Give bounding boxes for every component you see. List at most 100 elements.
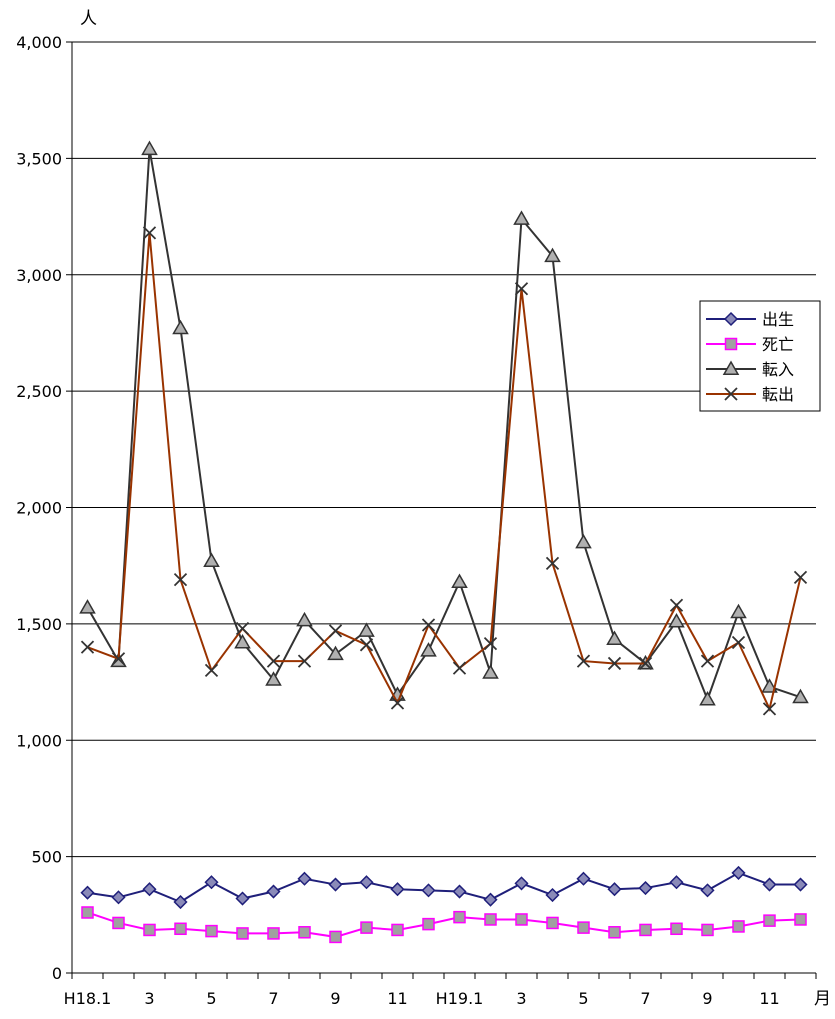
legend-marker bbox=[724, 337, 738, 351]
data-point bbox=[793, 877, 808, 892]
data-point bbox=[79, 599, 96, 614]
x-tick-label: 9 bbox=[702, 989, 712, 1008]
legend-label: 死亡 bbox=[762, 335, 794, 354]
data-point bbox=[607, 882, 622, 897]
data-point bbox=[203, 552, 220, 568]
data-point bbox=[453, 910, 466, 924]
data-point bbox=[452, 661, 467, 675]
data-point bbox=[298, 926, 311, 939]
x-tick-label: 11 bbox=[387, 989, 407, 1008]
legend-entry: 死亡 bbox=[706, 335, 794, 354]
data-point bbox=[81, 906, 94, 919]
data-point bbox=[482, 664, 499, 679]
data-point bbox=[515, 913, 528, 926]
series-line bbox=[87, 232, 802, 712]
y-tick-label: 3,500 bbox=[16, 149, 62, 168]
x-tick-label: 5 bbox=[206, 989, 216, 1008]
data-point bbox=[730, 603, 747, 619]
data-point bbox=[763, 914, 776, 927]
data-point bbox=[483, 637, 498, 651]
y-tick-label: 2,000 bbox=[16, 499, 62, 518]
data-point bbox=[668, 613, 685, 628]
x-tick-label: 7 bbox=[268, 989, 278, 1008]
x-tick-label: 9 bbox=[330, 989, 340, 1008]
legend-label: 転入 bbox=[762, 360, 794, 379]
data-point bbox=[80, 640, 95, 654]
y-tick-label: 4,000 bbox=[16, 33, 62, 52]
data-point bbox=[545, 887, 560, 903]
data-point bbox=[700, 883, 715, 898]
data-point bbox=[328, 877, 343, 892]
series-3 bbox=[80, 226, 808, 716]
data-point bbox=[111, 652, 126, 666]
series-line bbox=[87, 871, 801, 904]
data-point bbox=[422, 917, 435, 931]
data-point bbox=[390, 882, 405, 897]
legend-label: 出生 bbox=[762, 310, 794, 329]
data-point bbox=[546, 916, 559, 930]
data-point bbox=[142, 226, 157, 240]
data-point bbox=[235, 891, 250, 906]
series-1 bbox=[81, 906, 807, 944]
series-line bbox=[86, 148, 801, 703]
data-point bbox=[699, 691, 716, 706]
data-point bbox=[358, 622, 375, 637]
data-point bbox=[80, 885, 95, 900]
data-point bbox=[391, 923, 404, 937]
data-point bbox=[762, 702, 777, 716]
data-point bbox=[360, 921, 373, 934]
data-point bbox=[513, 210, 530, 225]
data-point bbox=[142, 882, 157, 897]
data-point bbox=[265, 671, 282, 686]
y-axis-unit-label: 人 bbox=[80, 9, 97, 29]
axes: 0 500 1,000 1,500 2,000 2,500 3,000 3,500 4,000 H… bbox=[16, 33, 817, 1008]
data-point bbox=[111, 890, 126, 905]
data-point bbox=[794, 913, 807, 926]
data-point bbox=[359, 638, 374, 652]
data-point bbox=[390, 696, 405, 710]
data-point bbox=[606, 630, 623, 646]
data-point bbox=[544, 247, 561, 263]
y-tick-label: 0 bbox=[52, 964, 62, 983]
data-point bbox=[607, 656, 622, 671]
legend-marker bbox=[723, 311, 739, 327]
data-point bbox=[143, 923, 156, 937]
series-line bbox=[87, 911, 801, 938]
data-point bbox=[483, 892, 498, 907]
data-point bbox=[761, 678, 778, 693]
data-point bbox=[670, 922, 683, 936]
gridlines bbox=[72, 41, 816, 858]
data-point bbox=[205, 924, 218, 938]
data-point bbox=[296, 611, 313, 627]
y-tick-label: 1,500 bbox=[16, 615, 62, 634]
data-point bbox=[669, 875, 684, 890]
data-point bbox=[421, 883, 436, 898]
x-tick-label: 7 bbox=[640, 989, 650, 1008]
data-point bbox=[514, 876, 529, 891]
data-point bbox=[577, 921, 590, 934]
data-point bbox=[484, 913, 497, 926]
data-point bbox=[420, 642, 437, 657]
x-tick-label: 3 bbox=[144, 989, 154, 1008]
data-point bbox=[669, 598, 684, 612]
data-point bbox=[204, 875, 219, 890]
data-point bbox=[545, 556, 560, 570]
y-tick-label: 2,500 bbox=[16, 382, 62, 401]
data-point bbox=[421, 618, 436, 632]
data-point bbox=[792, 688, 809, 704]
data-point bbox=[731, 635, 746, 650]
data-point bbox=[700, 654, 715, 668]
data-point bbox=[451, 573, 468, 588]
data-point bbox=[172, 319, 189, 335]
data-point bbox=[639, 923, 652, 937]
data-point bbox=[762, 877, 777, 892]
data-point bbox=[235, 621, 250, 636]
data-point bbox=[327, 645, 344, 661]
data-point bbox=[701, 923, 714, 937]
legend-entry: 転出 bbox=[706, 385, 794, 404]
data-point bbox=[266, 884, 281, 899]
x-axis-unit-label: 月 bbox=[814, 989, 831, 1009]
